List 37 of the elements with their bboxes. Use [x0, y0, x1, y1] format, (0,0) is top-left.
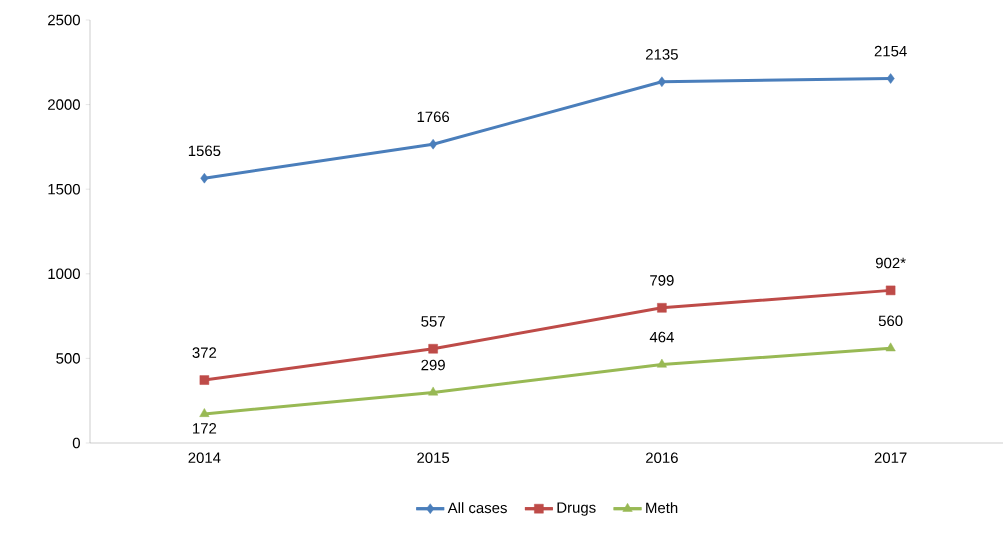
y-tick-label: 1000: [48, 268, 80, 280]
y-tick-label: 2000: [48, 99, 80, 110]
point: [199, 375, 210, 385]
point: [885, 285, 896, 296]
y-tick-label: 2500: [48, 14, 80, 26]
data-label: 2154: [874, 45, 907, 57]
legend-label: Drugs: [557, 502, 596, 516]
data-label: 172: [193, 423, 217, 434]
y-tick-label: 1500: [48, 183, 80, 195]
data-label: 1565: [188, 145, 221, 157]
x-tick-label: 2014: [188, 452, 221, 464]
point: [428, 386, 439, 396]
data-label: 299: [421, 359, 445, 371]
data-label: 799: [650, 275, 674, 286]
legend-label: Meth: [646, 502, 678, 514]
data-label: 464: [649, 331, 674, 343]
point: [656, 358, 667, 368]
point: [429, 138, 438, 150]
point: [200, 172, 209, 184]
y-tick-label: 0: [72, 437, 80, 449]
data-label: 902*: [875, 257, 906, 269]
point: [886, 73, 895, 84]
x-tick-label: 2016: [646, 452, 678, 464]
data-label: 1766: [417, 111, 450, 123]
y-tick-label: 500: [56, 353, 80, 364]
data-label: 2135: [646, 49, 678, 60]
x-tick-label: 2015: [417, 452, 450, 464]
data-label: 557: [421, 316, 445, 327]
data-label: 560: [878, 315, 903, 327]
point: [885, 342, 896, 352]
x-tick-label: 2017: [874, 452, 907, 464]
point: [428, 344, 438, 354]
point: [199, 408, 210, 417]
point: [657, 76, 666, 87]
legend-label: All cases: [447, 502, 507, 514]
point: [657, 303, 667, 313]
data-label: 372: [192, 347, 217, 358]
